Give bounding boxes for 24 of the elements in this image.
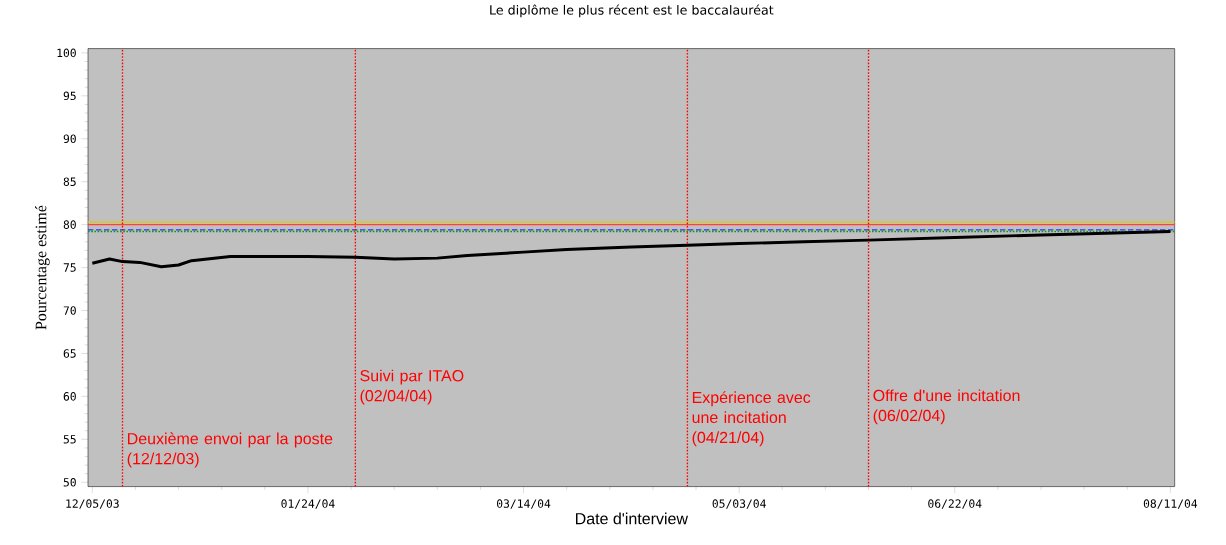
y-tick-label: 55 xyxy=(63,435,76,444)
ref-line-label: Offre d'une incitation (06/02/04) xyxy=(873,389,1020,425)
ref-line-label: Expérience avec une incitation (04/21/04) xyxy=(692,391,811,447)
y-tick-label: 95 xyxy=(63,91,76,101)
x-tick-label: 08/11/04 xyxy=(1143,499,1198,509)
y-tick-label: 75 xyxy=(63,263,76,272)
y-tick-label: 80 xyxy=(63,220,76,230)
x-tick-label: 06/22/04 xyxy=(928,499,982,509)
x-tick-label: 03/14/04 xyxy=(496,499,551,509)
y-tick-label: 60 xyxy=(63,392,76,401)
y-tick-label: 100 xyxy=(57,48,76,58)
y-tick-label: 70 xyxy=(63,306,76,316)
x-tick-label: 12/05/03 xyxy=(66,499,119,509)
y-axis-title: Pourcentage estimé xyxy=(35,205,50,330)
chart-title: Le diplôme le plus récent est le baccalauréat xyxy=(490,4,774,18)
y-tick-label: 65 xyxy=(63,349,76,358)
x-tick-label: 01/24/04 xyxy=(281,499,335,509)
ref-line-label: Deuxième envoi par la poste (12/12/03) xyxy=(127,432,333,468)
x-axis-title: Date d'interview xyxy=(576,512,689,525)
ref-line-label: Suivi par ITAO (02/04/04) xyxy=(360,369,464,405)
y-tick-label: 90 xyxy=(63,134,76,144)
y-tick-label: 85 xyxy=(63,177,76,187)
x-tick-label: 05/03/04 xyxy=(712,499,766,509)
y-tick-label: 50 xyxy=(63,478,76,487)
